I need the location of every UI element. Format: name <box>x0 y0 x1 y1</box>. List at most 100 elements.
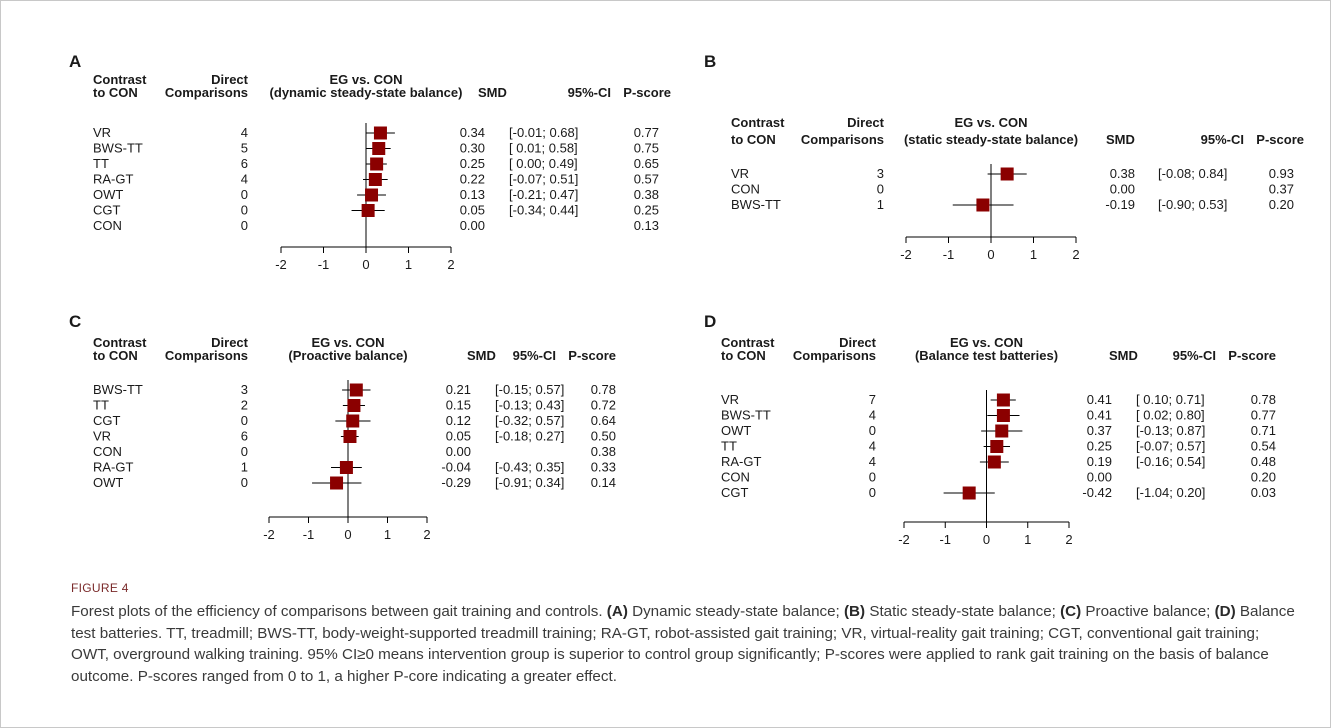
caption-segment: Static steady-state balance; <box>865 603 1061 620</box>
row-ci: [-0.13; 0.87] <box>1136 423 1205 438</box>
column-header-effect: (Balance test batteries) <box>915 348 1058 363</box>
row-pscore: 0.75 <box>634 141 659 156</box>
row-smd: 0.12 <box>446 413 471 428</box>
effect-marker <box>347 399 361 412</box>
row-direct-count: 2 <box>241 398 248 413</box>
column-header-ci: 95%-CI <box>513 348 556 363</box>
x-tick-label: -2 <box>275 257 287 272</box>
row-smd: 0.00 <box>1110 182 1135 197</box>
effect-marker <box>990 440 1004 453</box>
panel-letter: A <box>69 52 81 71</box>
caption-segment: Balance test batteries. TT, treadmill; B… <box>71 603 1295 685</box>
row-label: VR <box>93 429 111 444</box>
row-ci: [-0.16; 0.54] <box>1136 454 1205 469</box>
row-ci: [ 0.00; 0.49] <box>509 156 578 171</box>
column-header-contrast: to CON <box>731 132 776 147</box>
row-smd: -0.29 <box>441 475 471 490</box>
row-pscore: 0.20 <box>1269 197 1294 212</box>
column-header-direct: Comparisons <box>793 348 876 363</box>
row-label: OWT <box>93 475 123 490</box>
row-label: BWS-TT <box>731 197 781 212</box>
effect-marker <box>372 142 386 155</box>
column-header-effect: (Proactive balance) <box>288 348 407 363</box>
row-smd: 0.38 <box>1110 166 1135 181</box>
row-direct-count: 4 <box>869 454 876 469</box>
effect-marker <box>330 476 344 490</box>
row-pscore: 0.38 <box>591 444 616 459</box>
panel-letter: C <box>69 312 81 331</box>
row-ci: [-0.91; 0.34] <box>495 475 564 490</box>
row-label: BWS-TT <box>721 408 771 423</box>
row-pscore: 0.25 <box>634 203 659 218</box>
row-pscore: 0.77 <box>634 125 659 140</box>
row-pscore: 0.20 <box>1251 470 1276 485</box>
caption-segment: Proactive balance; <box>1081 603 1215 620</box>
column-header-contrast: to CON <box>93 85 138 100</box>
row-smd: 0.19 <box>1087 454 1112 469</box>
row-smd: 0.30 <box>460 141 485 156</box>
row-direct-count: 4 <box>869 439 876 454</box>
forest-plot-panel-b: B Contrast to CON Direct Comparisons EG vs. C… <box>704 52 1304 262</box>
column-header-ci: 95%-CI <box>568 85 611 100</box>
x-tick-label: -1 <box>939 532 951 547</box>
x-tick-label: 1 <box>1024 532 1031 547</box>
row-direct-count: 4 <box>241 172 248 187</box>
column-header-direct: Direct <box>839 335 877 350</box>
figure-label: FIGURE 4 <box>71 581 129 595</box>
effect-marker <box>1000 167 1014 181</box>
row-pscore: 0.54 <box>1251 439 1276 454</box>
column-header-effect: (static steady-state balance) <box>904 132 1078 147</box>
effect-marker <box>995 424 1009 438</box>
row-smd: 0.25 <box>1087 439 1112 454</box>
column-header-effect: EG vs. CON <box>950 335 1023 350</box>
caption-panel-ref: (A) <box>606 603 628 620</box>
row-direct-count: 3 <box>877 166 884 181</box>
row-label: CON <box>721 470 750 485</box>
column-header-effect: EG vs. CON <box>330 72 403 87</box>
row-smd: 0.41 <box>1087 408 1112 423</box>
row-pscore: 0.37 <box>1269 182 1294 197</box>
effect-marker <box>370 157 384 171</box>
row-smd: 0.22 <box>460 172 485 187</box>
row-ci: [-0.15; 0.57] <box>495 382 564 397</box>
x-tick-label: 1 <box>384 527 391 542</box>
x-tick-label: 0 <box>987 247 994 262</box>
column-header-direct: Direct <box>847 115 885 130</box>
x-tick-label: 0 <box>362 257 369 272</box>
row-smd: 0.37 <box>1087 423 1112 438</box>
figure-caption-text: Forest plots of the efficiency of compar… <box>71 601 1301 687</box>
row-direct-count: 0 <box>869 423 876 438</box>
row-direct-count: 7 <box>869 392 876 407</box>
row-pscore: 0.65 <box>634 156 659 171</box>
row-label: TT <box>93 156 109 171</box>
row-direct-count: 0 <box>869 485 876 500</box>
caption-panel-ref: (B) <box>844 603 866 620</box>
row-pscore: 0.50 <box>591 429 616 444</box>
column-header-effect: (dynamic steady-state balance) <box>270 85 463 100</box>
effect-marker <box>349 383 363 397</box>
x-tick-label: -2 <box>900 247 912 262</box>
effect-marker <box>962 486 976 500</box>
row-direct-count: 6 <box>241 429 248 444</box>
row-ci: [ 0.02; 0.80] <box>1136 408 1205 423</box>
row-direct-count: 5 <box>241 141 248 156</box>
row-label: OWT <box>721 423 751 438</box>
x-tick-label: 0 <box>983 532 990 547</box>
column-header-pscore: P-score <box>568 348 616 363</box>
caption-segment: Forest plots of the efficiency of compar… <box>71 603 607 620</box>
x-tick-label: -2 <box>898 532 910 547</box>
caption-panel-ref: (D) <box>1214 603 1236 620</box>
row-pscore: 0.13 <box>634 218 659 233</box>
row-smd: -0.04 <box>441 460 471 475</box>
panel-letter: B <box>704 52 716 71</box>
column-header-pscore: P-score <box>1256 132 1304 147</box>
column-header-pscore: P-score <box>1228 348 1276 363</box>
effect-marker <box>343 430 357 443</box>
row-pscore: 0.78 <box>591 382 616 397</box>
effect-marker <box>361 204 375 217</box>
x-tick-label: 2 <box>423 527 430 542</box>
effect-marker <box>346 414 360 428</box>
x-tick-label: -1 <box>318 257 330 272</box>
row-direct-count: 1 <box>877 197 884 212</box>
